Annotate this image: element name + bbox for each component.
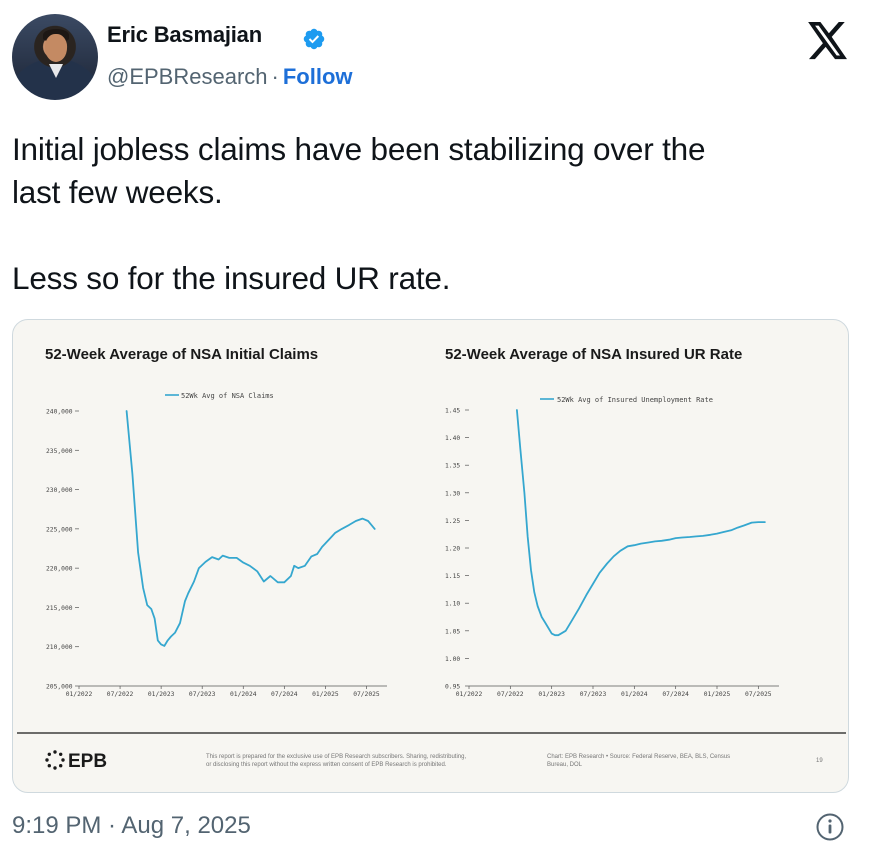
author-name[interactable]: Eric Basmajian — [107, 22, 262, 47]
series-line — [515, 409, 766, 637]
y-tick-label: 1.15 — [445, 573, 460, 580]
chart-2-series — [515, 409, 766, 637]
x-tick-label: 07/2022 — [497, 691, 524, 698]
chart-1-ticks: 240,000 235,000 230,000 225,000 220,000 215,0… — [46, 409, 380, 699]
x-tick-label: 01/2025 — [312, 691, 339, 698]
author-handle-row: @EPBResearch · Follow — [107, 64, 353, 90]
verified-badge-icon — [303, 28, 325, 50]
x-tick-label: 07/2023 — [189, 691, 216, 698]
y-tick-label: 210,000 — [46, 644, 73, 651]
chart-2-legend-label: 52Wk Avg of Insured Unemployment Rate — [557, 396, 713, 404]
footer-page-number: 19 — [816, 758, 823, 764]
y-tick-label: 1.40 — [445, 435, 460, 442]
x-logo-icon[interactable] — [806, 22, 850, 60]
x-tick-label: 01/2022 — [456, 691, 483, 698]
follow-button[interactable]: Follow — [282, 64, 353, 89]
epb-brand-text: EPB — [68, 751, 107, 772]
tweet-paragraph-1: Initial jobless claims have been stabili… — [12, 131, 706, 210]
epb-logo-icon — [45, 750, 65, 770]
chart-1-legend-label: 52Wk Avg of NSA Claims — [181, 392, 274, 400]
y-tick-label: 220,000 — [46, 566, 73, 573]
y-tick-label: 1.20 — [445, 546, 460, 553]
x-tick-label: 01/2023 — [538, 691, 565, 698]
x-tick-label: 07/2025 — [745, 691, 772, 698]
x-tick-label: 01/2024 — [230, 691, 257, 698]
y-tick-label: 1.45 — [445, 408, 460, 415]
x-tick-label: 01/2024 — [621, 691, 648, 698]
footer-source-line-1: Chart: EPB Research • Source: Federal Re… — [547, 754, 730, 760]
y-tick-label: 1.30 — [445, 490, 460, 497]
separator-dot: · — [271, 64, 279, 89]
footer-source-line-2: Bureau, DOL — [547, 762, 583, 768]
y-tick-label: 1.10 — [445, 601, 460, 608]
x-tick-label: 07/2023 — [580, 691, 607, 698]
y-tick-label: 1.35 — [445, 463, 460, 470]
y-tick-label: 240,000 — [46, 409, 73, 416]
chart-1-series — [125, 410, 376, 647]
tweet-text: Initial jobless claims have been stabili… — [12, 128, 832, 300]
y-tick-label: 205,000 — [46, 684, 73, 691]
y-tick-label: 0.95 — [445, 684, 460, 691]
x-tick-label: 07/2022 — [107, 691, 134, 698]
chart-1-title: 52-Week Average of NSA Initial Claims — [45, 346, 318, 363]
avatar-collar — [49, 64, 63, 78]
y-tick-label: 225,000 — [46, 526, 73, 533]
series-line — [125, 410, 376, 647]
tweet-media-image[interactable]: 52-Week Average of NSA Initial Claims 52… — [12, 319, 849, 793]
y-tick-label: 230,000 — [46, 487, 73, 494]
footer-disclaimer-line-2: or disclosing this report without the ex… — [206, 762, 447, 768]
info-icon[interactable] — [815, 812, 845, 842]
y-tick-label: 1.00 — [445, 656, 460, 663]
media-canvas: 52-Week Average of NSA Initial Claims 52… — [17, 346, 846, 772]
x-tick-label: 01/2023 — [148, 691, 175, 698]
tweet-timestamp[interactable]: 9:19 PM · Aug 7, 2025 — [12, 812, 251, 839]
x-tick-label: 07/2025 — [353, 691, 380, 698]
chart-2-ticks: 1.45 1.40 1.35 1.30 1.25 1.20 1.15 1.10 1.05 1.00… — [445, 408, 772, 699]
y-tick-label: 1.25 — [445, 518, 460, 525]
footer-disclaimer-line-1: This report is prepared for the exclusiv… — [206, 754, 466, 760]
author-handle[interactable]: @EPBResearch — [107, 64, 268, 89]
tweet-paragraph-2: Less so for the insured UR rate. — [12, 260, 451, 296]
x-tick-label: 01/2025 — [704, 691, 731, 698]
x-tick-label: 01/2022 — [66, 691, 93, 698]
avatar-face — [45, 34, 67, 62]
author-avatar[interactable] — [12, 14, 98, 100]
y-tick-label: 235,000 — [46, 448, 73, 455]
x-tick-label: 07/2024 — [271, 691, 298, 698]
y-tick-label: 215,000 — [46, 605, 73, 612]
chart-2-title: 52-Week Average of NSA Insured UR Rate — [445, 346, 742, 363]
x-tick-label: 07/2024 — [662, 691, 689, 698]
y-tick-label: 1.05 — [445, 628, 460, 635]
